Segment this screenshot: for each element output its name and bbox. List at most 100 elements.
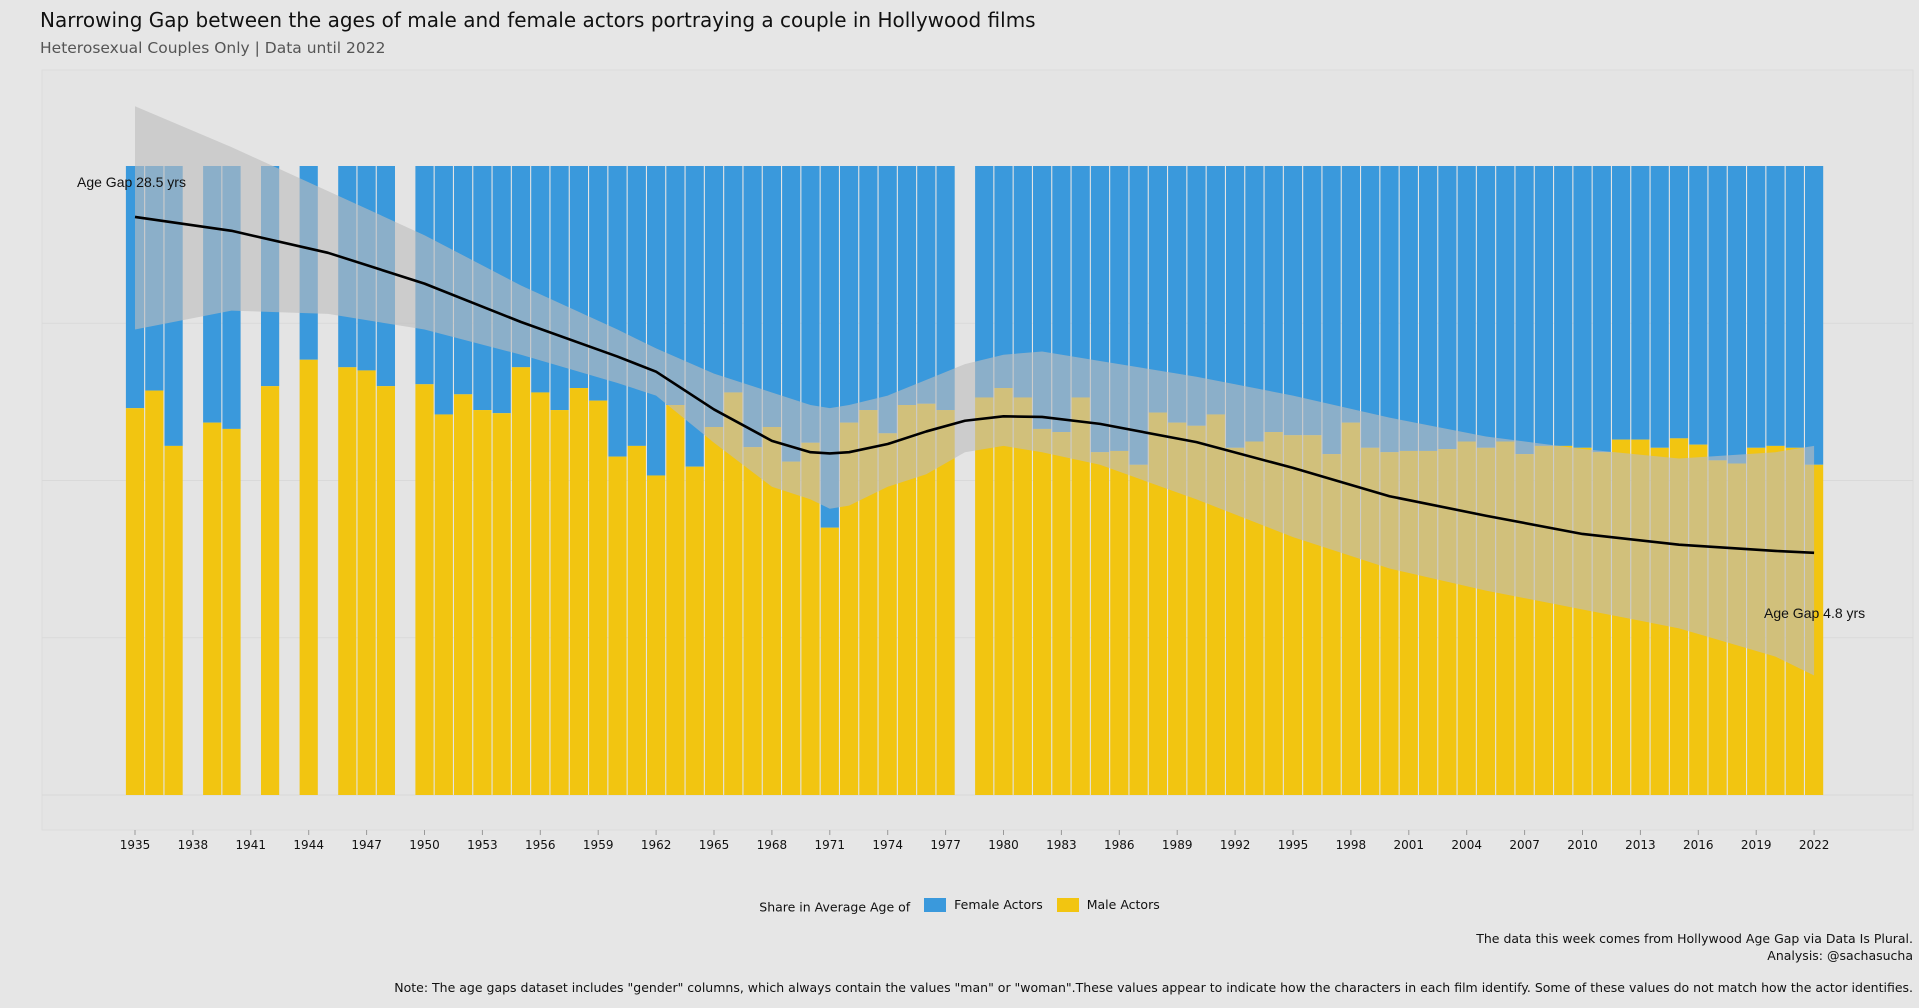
x-tick-label: 1941 [236,838,267,852]
bar-female [1438,166,1457,450]
bar-male [1206,414,1225,795]
x-tick-label: 1998 [1336,838,1367,852]
bar-male [299,359,318,795]
bar-female [1341,166,1360,423]
bar-female [1264,166,1283,433]
bar-male [415,384,434,795]
bar-male [627,445,646,795]
bar-female [1380,166,1399,453]
bar-female [936,166,955,411]
bar-male [704,427,724,795]
bar-male [1033,428,1052,795]
x-tick-label: 2007 [1509,838,1540,852]
bar-female [743,166,762,448]
x-tick-label: 1971 [815,838,846,852]
bar-female [1322,166,1341,455]
note-text: Note: The age gaps dataset includes "gen… [394,980,1913,995]
bar-female [1187,166,1206,426]
bar-female [1612,166,1631,440]
x-tick-label: 1986 [1104,838,1135,852]
x-tick-label: 1944 [293,838,324,852]
legend-label-male: Male Actors [1086,897,1160,912]
bar-female [1805,166,1824,465]
age-gap-start-label: Age Gap 28.5 yrs [77,174,186,190]
bar-female [1361,166,1380,448]
bar-female [666,166,685,406]
legend-swatch-female [924,897,947,912]
bar-female [1013,166,1032,398]
bar-female [1476,166,1496,448]
bar-female [1245,166,1264,442]
bar-male [145,390,164,795]
bar-male [666,405,685,795]
bar-male [878,433,897,795]
bar-male [685,466,704,795]
x-tick-label: 2019 [1741,838,1772,852]
bar-female [762,166,781,428]
bar-female [1573,166,1592,448]
bar-male [569,388,588,795]
bar-female [1766,166,1785,446]
bar-male [1148,412,1167,795]
confidence-band [135,106,1815,676]
legend-swatch-male [1056,897,1079,912]
legend-item-female: Female Actors [924,897,1043,912]
x-tick-label: 1950 [409,838,440,852]
legend-label-female: Female Actors [954,897,1043,912]
bar-male [1110,450,1129,795]
bar-female [647,166,666,476]
trend-line-group [134,215,1815,555]
bar-male [550,410,569,795]
bar-female [1226,166,1245,448]
x-tick-label: 2010 [1567,838,1598,852]
bar-female [859,166,878,411]
bar-male [1129,464,1148,795]
bar-female [550,166,569,411]
bar-male [859,410,878,795]
bar-male [376,386,395,795]
bar-female [1168,166,1187,423]
bar-male [936,410,955,795]
bar-male [840,422,859,795]
x-tick-label: 1995 [1278,838,1309,852]
x-tick-label: 2022 [1799,838,1830,852]
x-tick-label: 1947 [351,838,382,852]
bar-female [1592,166,1611,453]
bar-female [1631,166,1650,440]
bar-female [627,166,646,446]
bar-male [608,456,627,795]
x-tick-label: 1956 [525,838,556,852]
bars-group [125,166,1824,795]
bar-female [801,166,820,443]
bar-female [1071,166,1090,398]
bar-female [1515,166,1534,455]
legend-item-male: Male Actors [1056,897,1160,912]
bar-male [1013,397,1032,795]
x-tick-label: 2001 [1394,838,1425,852]
bar-male [434,414,453,795]
x-tick-label: 1992 [1220,838,1251,852]
bar-male [125,408,145,795]
bar-male [647,475,666,795]
caption: The data this week comes from Hollywood … [1476,930,1913,964]
bar-female [1419,166,1438,451]
source-text: The data this week comes from Hollywood … [1476,931,1913,946]
x-tick-label: 1965 [699,838,730,852]
x-tick-label: 2013 [1625,838,1656,852]
bar-male [1226,447,1245,795]
x-tick-label: 1935 [120,838,151,852]
bar-female [1534,166,1553,446]
bar-female [917,166,936,404]
bar-female [1747,166,1766,448]
bar-male [1187,425,1206,795]
bar-female [1785,166,1804,448]
bar-male [589,400,608,795]
bar-female [1399,166,1418,451]
analysis-text: Analysis: @sachasucha [1767,948,1913,963]
bar-female [840,166,859,423]
bar-female [1650,166,1669,448]
bar-male [473,410,492,795]
bar-male [801,442,820,795]
bar-male [820,527,839,795]
bar-male [1245,441,1264,795]
